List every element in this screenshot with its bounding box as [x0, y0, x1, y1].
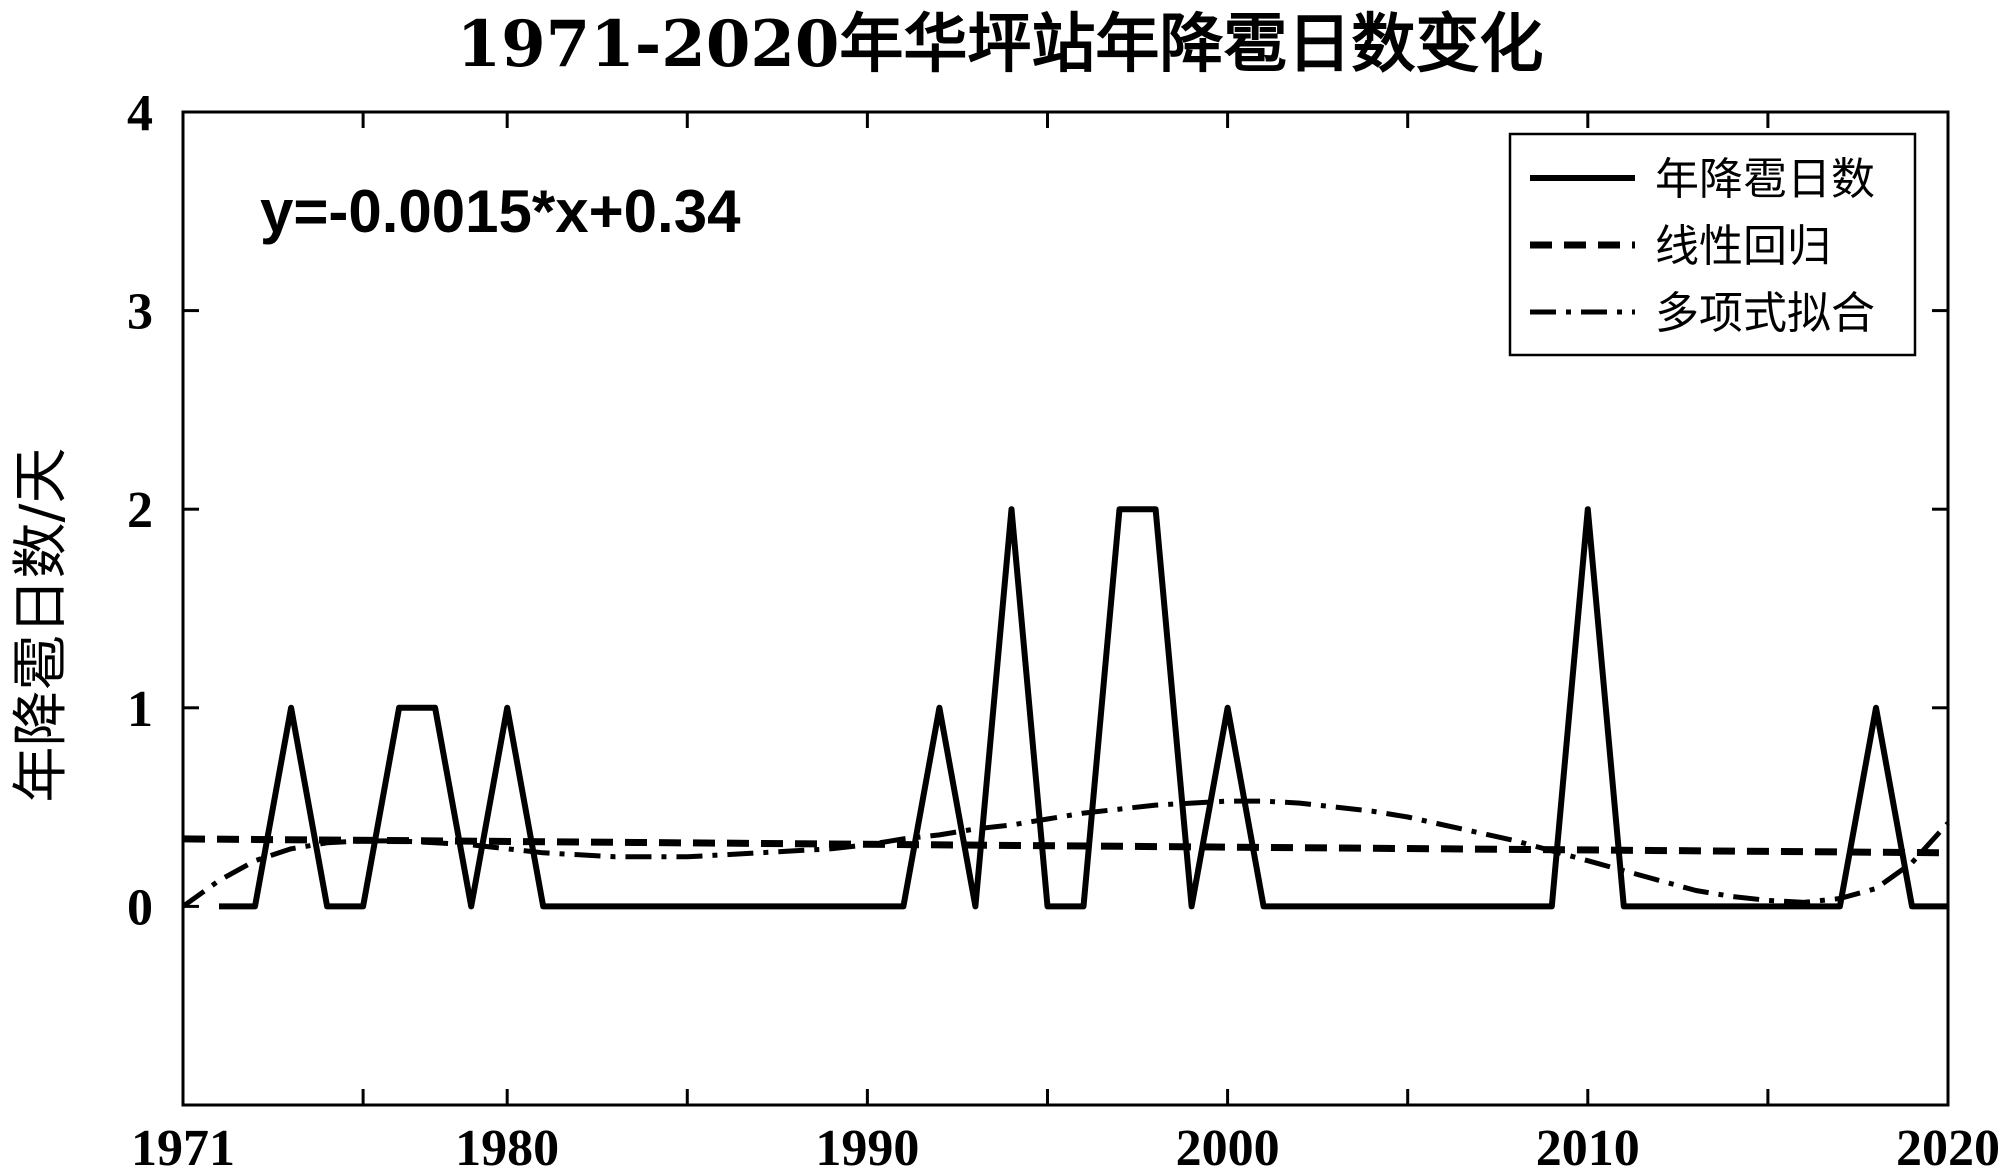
- axes: 1971 1980 1990 2000 2010 2020 0 1 2 3 4: [127, 85, 2000, 1173]
- x-tick-label: 1990: [815, 1120, 919, 1173]
- x-tick-label: 2000: [1176, 1120, 1280, 1173]
- x-tick-label: 2020: [1896, 1120, 2000, 1173]
- series-line-solid: [219, 506, 1948, 910]
- x-tick-label: 2010: [1536, 1120, 1640, 1173]
- series-line-dashdot: [181, 798, 1950, 909]
- legend-label: 多项式拟合: [1655, 288, 1875, 339]
- legend-label: 线性回归: [1655, 221, 1831, 272]
- legend-label: 年降雹日数: [1655, 154, 1875, 205]
- y-tick-label: 0: [127, 879, 153, 936]
- regression-equation: y=-0.0015*x+0.34: [260, 178, 741, 245]
- chart-title: 1971-2020年华坪站年降雹日数变化: [457, 7, 1544, 82]
- y-tick-label: 3: [127, 284, 153, 341]
- plot-series: [181, 506, 1950, 910]
- y-tick-label: 4: [127, 85, 153, 142]
- x-tick-label: 1971: [131, 1120, 235, 1173]
- series-line-dashed: [182, 835, 1949, 857]
- plot-frame: [181, 110, 1950, 1107]
- y-axis-label: 年降雹日数/天: [9, 448, 74, 803]
- y-tick-label: 2: [127, 482, 153, 539]
- y-tick-label: 1: [127, 681, 153, 738]
- x-tick-label: 1980: [455, 1120, 559, 1173]
